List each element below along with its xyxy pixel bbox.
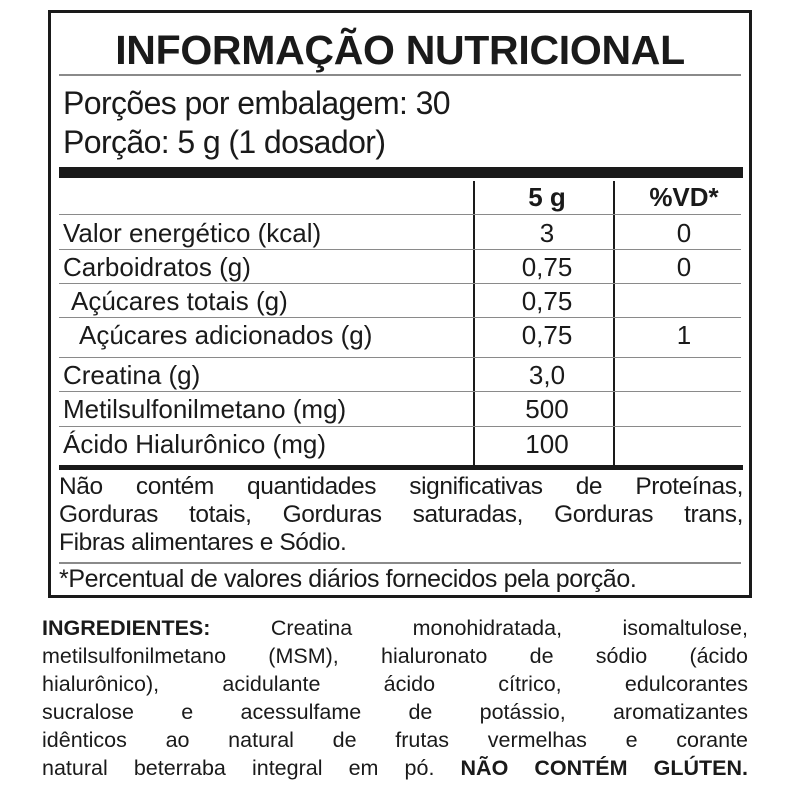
table-row: Açúcares totais (g) 0,75: [59, 284, 743, 318]
nutrient-amount: 0,75: [521, 320, 573, 350]
nutrient-name: Carboidratos (g): [63, 252, 251, 282]
ingredients-heading: INGREDIENTES:: [42, 616, 211, 640]
ingredients: INGREDIENTES: Creatina monohidratada, is…: [42, 614, 748, 782]
ingredients-line: sucralose e acessulfame de potássio, aro…: [42, 700, 748, 724]
nutrient-vd: 0: [676, 218, 692, 248]
table-row: Açúcares adicionados (g) 0,75 1: [59, 318, 743, 352]
ingredients-line: idênticos ao natural de frutas vermelhas…: [42, 728, 748, 752]
footnote: *Percentual de valores diários fornecido…: [59, 565, 637, 593]
divider: [59, 562, 741, 564]
nutrient-name: Ácido Hialurônico (mg): [63, 429, 326, 459]
column-divider: [613, 181, 615, 467]
table-row: Metilsulfonilmetano (mg) 500: [59, 392, 743, 426]
nutrient-amount: 3,0: [528, 360, 566, 390]
table-row: Ácido Hialurônico (mg) 100: [59, 427, 743, 461]
nutrient-amount: 100: [525, 429, 569, 459]
row-divider: [59, 214, 741, 215]
gluten-warning: NÃO CONTÉM GLÚTEN.: [460, 756, 748, 780]
column-divider: [473, 181, 475, 467]
label-title: INFORMAÇÃO NUTRICIONAL: [115, 27, 685, 73]
row-divider: [59, 283, 741, 284]
nutrient-amount: 3: [539, 218, 555, 248]
nutrient-name: Açúcares totais (g): [71, 286, 288, 316]
nutrient-name: Açúcares adicionados (g): [79, 320, 373, 350]
not-significant-note: Não contém quantidades significativas de…: [59, 473, 743, 557]
nutrient-vd: 1: [676, 320, 692, 350]
row-divider: [59, 249, 741, 250]
divider: [59, 74, 741, 76]
note-line: Fibras alimentares e Sódio.: [59, 529, 347, 556]
note-line: Não contém quantidades significativas de…: [59, 473, 743, 500]
ingredients-line: natural beterraba integral em pó. NÃO CO…: [42, 754, 748, 782]
row-divider: [59, 391, 741, 392]
nutrient-name: Creatina (g): [63, 360, 201, 390]
nutrient-amount: 0,75: [521, 286, 573, 316]
nutrition-facts-box: INFORMAÇÃO NUTRICIONAL Porções por embal…: [48, 10, 752, 598]
serving-size: Porção: 5 g (1 dosador): [63, 124, 386, 160]
table-row: Creatina (g) 3,0: [59, 358, 743, 392]
thick-divider: [59, 465, 743, 470]
ingredients-line: metilsulfonilmetano (MSM), hialuronato d…: [42, 644, 748, 668]
table-row: Valor energético (kcal) 3 0: [59, 216, 743, 250]
nutrient-amount: 0,75: [521, 252, 573, 282]
thick-divider: [59, 167, 743, 178]
nutrient-vd: 0: [676, 252, 692, 282]
ingredients-line: hialurônico), acidulante ácido cítrico, …: [42, 672, 748, 696]
nutrient-name: Metilsulfonilmetano (mg): [63, 394, 347, 424]
nutrient-amount: 500: [525, 394, 569, 424]
note-line: Gorduras totais, Gorduras saturadas, Gor…: [59, 501, 743, 528]
row-divider: [59, 426, 741, 427]
header-vd: %VD*: [649, 182, 719, 212]
ingredients-text: natural beterraba integral em pó.: [42, 756, 461, 780]
ingredients-text: Creatina monohidratada, isomaltulose,: [210, 616, 748, 640]
servings-per-package: Porções por embalagem: 30: [63, 85, 451, 121]
row-divider: [59, 317, 741, 318]
nutrient-name: Valor energético (kcal): [63, 218, 322, 248]
row-divider: [59, 357, 741, 358]
ingredients-line: INGREDIENTES: Creatina monohidratada, is…: [42, 614, 748, 642]
header-portion: 5 g: [528, 182, 566, 212]
table-header: 5 g %VD*: [59, 180, 743, 214]
table-row: Carboidratos (g) 0,75 0: [59, 250, 743, 284]
